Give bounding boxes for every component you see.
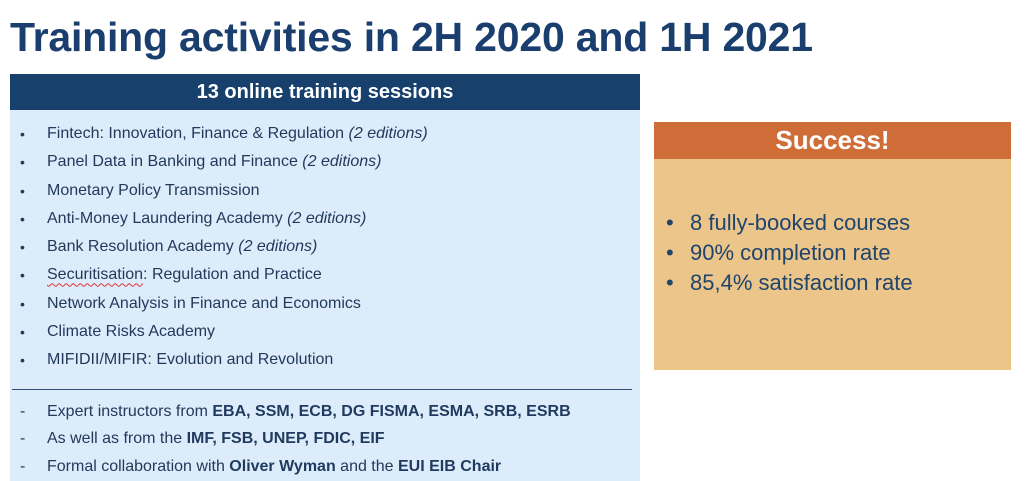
note-bold: EUI EIB Chair bbox=[398, 458, 502, 476]
stat-item: • 8 fully-booked courses bbox=[654, 208, 1011, 238]
dash-icon: - bbox=[20, 458, 26, 476]
note-text: As well as from the bbox=[47, 430, 187, 448]
course-item: • Network Analysis in Finance and Economi… bbox=[10, 290, 640, 318]
note-text: and the bbox=[335, 458, 398, 476]
course-name: MIFIDII/MIFIR: Evolution and Revolution bbox=[47, 351, 334, 369]
bullet-icon: • bbox=[20, 182, 25, 199]
training-sessions-panel: 13 online training sessions • Fintech: In… bbox=[10, 74, 640, 481]
course-item: • Anti-Money Laundering Academy (2 editio… bbox=[10, 205, 640, 233]
bullet-icon: • bbox=[666, 210, 674, 235]
course-name: Network Analysis in Finance and Economic… bbox=[47, 294, 361, 312]
course-list: • Fintech: Innovation, Finance & Regulati… bbox=[10, 110, 640, 375]
page-title: Training activities in 2H 2020 and 1H 20… bbox=[10, 14, 813, 60]
bullet-icon: • bbox=[666, 240, 674, 265]
course-item: • Monetary Policy Transmission bbox=[10, 177, 640, 205]
course-name: Monetary Policy Transmission bbox=[47, 181, 260, 199]
course-editions: (2 editions) bbox=[238, 238, 318, 256]
course-name: Fintech: Innovation, Finance & Regulatio… bbox=[47, 125, 345, 142]
note-bold: EBA, SSM, ECB, DG FISMA, ESMA, SRB, ESRB bbox=[212, 402, 571, 420]
bullet-icon: • bbox=[20, 210, 25, 227]
dash-icon: - bbox=[20, 402, 26, 420]
note-bold: IMF, FSB, UNEP, FDIC, EIF bbox=[186, 430, 385, 448]
course-editions: (2 editions) bbox=[287, 209, 367, 227]
stat-item: • 85,4% satisfaction rate bbox=[654, 268, 1011, 298]
course-editions: (2 editions) bbox=[302, 153, 382, 171]
course-item: • Climate Risks Academy bbox=[10, 318, 640, 346]
notes-list: - Expert instructors from EBA, SSM, ECB, … bbox=[10, 398, 640, 481]
bullet-icon: • bbox=[20, 324, 25, 341]
note-item: - As well as from the IMF, FSB, UNEP, FDI… bbox=[10, 425, 640, 453]
course-name: Anti-Money Laundering Academy bbox=[47, 209, 283, 227]
note-bold: Oliver Wyman bbox=[229, 458, 336, 476]
success-header: Success! bbox=[654, 122, 1011, 159]
bullet-icon: • bbox=[20, 239, 25, 256]
stat-text: 90% completion rate bbox=[690, 240, 891, 265]
note-text: Expert instructors from bbox=[47, 402, 213, 420]
divider bbox=[12, 388, 632, 390]
bullet-icon: • bbox=[20, 267, 25, 284]
course-name: Panel Data in Banking and Finance bbox=[47, 153, 298, 171]
stat-text: 8 fully-booked courses bbox=[690, 210, 911, 235]
stats-list: • 8 fully-booked courses • 90% completion … bbox=[654, 159, 1011, 298]
success-panel: Success! • 8 fully-booked courses • 90% co… bbox=[654, 122, 1011, 370]
note-text: Formal collaboration with bbox=[47, 458, 230, 476]
course-name: Bank Resolution Academy bbox=[47, 238, 234, 256]
stat-item: • 90% completion rate bbox=[654, 238, 1011, 268]
bullet-icon: • bbox=[20, 154, 25, 171]
bullet-icon: • bbox=[666, 270, 674, 295]
course-editions: (2 editions) bbox=[348, 125, 428, 142]
stat-text: 85,4% satisfaction rate bbox=[690, 270, 913, 295]
course-name: Climate Risks Academy bbox=[47, 323, 216, 341]
course-item: • MIFIDII/MIFIR: Evolution and Revolution bbox=[10, 346, 640, 374]
course-item: • Securitisation: Regulation and Practice bbox=[10, 261, 640, 289]
training-sessions-header: 13 online training sessions bbox=[10, 74, 640, 110]
course-item: • Bank Resolution Academy (2 editions) bbox=[10, 233, 640, 261]
course-item: • Panel Data in Banking and Finance (2 ed… bbox=[10, 148, 640, 176]
course-name-underlined: Securitisation bbox=[47, 266, 144, 284]
dash-icon: - bbox=[20, 430, 26, 448]
bullet-icon: • bbox=[20, 126, 25, 142]
bullet-icon: • bbox=[20, 352, 25, 369]
bullet-icon: • bbox=[20, 295, 25, 312]
course-name: : Regulation and Practice bbox=[143, 266, 322, 284]
note-item: - Formal collaboration with Oliver Wyman … bbox=[10, 453, 640, 481]
note-item: - Expert instructors from EBA, SSM, ECB, … bbox=[10, 398, 640, 426]
course-item: • Fintech: Innovation, Finance & Regulati… bbox=[10, 120, 640, 148]
